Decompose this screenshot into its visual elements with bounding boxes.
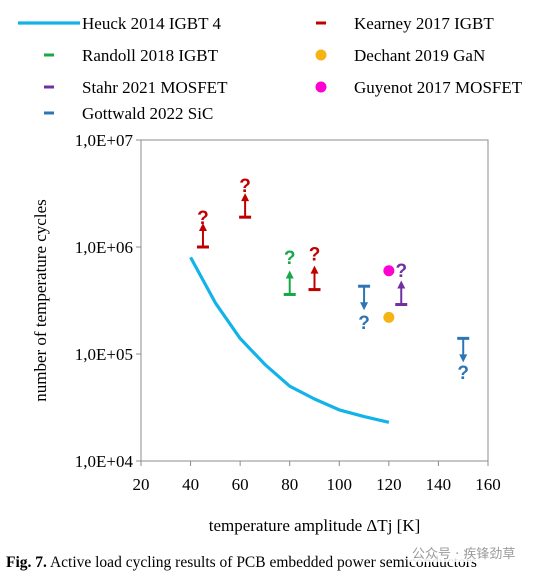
x-tick-label: 140 (426, 475, 452, 494)
data-point (308, 265, 321, 292)
legend-item: Dechant 2019 GaN (315, 46, 485, 65)
y-tick-label: 1,0E+05 (75, 345, 133, 364)
legend-item: Gottwald 2022 SiC (44, 104, 213, 123)
x-tick-label: 60 (232, 475, 249, 494)
x-tick-label: 20 (133, 475, 150, 494)
legend: Heuck 2014 IGBT 4 Kearney 2017 IGBT Randol… (18, 14, 523, 123)
x-tick-label: 120 (376, 475, 402, 494)
series-kearney-2017-igbt (196, 193, 321, 292)
data-point (383, 311, 395, 323)
x-axis-title: temperature amplitude ΔTj [K] (209, 516, 421, 535)
series-dechant-2019-gan (383, 311, 395, 323)
bound-arrow-head (198, 223, 207, 231)
legend-swatch (315, 49, 327, 61)
legend-label: Heuck 2014 IGBT 4 (82, 14, 221, 33)
figure-caption-label: Fig. 7. (6, 554, 47, 571)
legend-item: Kearney 2017 IGBT (316, 14, 494, 33)
legend-item: Heuck 2014 IGBT 4 (18, 14, 221, 33)
y-tick-label: 1,0E+06 (75, 238, 133, 257)
x-tick-label: 80 (281, 475, 298, 494)
data-point (239, 193, 252, 219)
bound-arrow-head (241, 193, 250, 202)
legend-label: Dechant 2019 GaN (354, 46, 485, 65)
figure-caption-text: Active load cycling results of PCB embed… (49, 554, 477, 571)
x-tick-label: 160 (475, 475, 501, 494)
annotation-question-mark: ? (395, 261, 407, 282)
bound-arrow-head (360, 302, 369, 311)
series-line (189, 256, 390, 424)
annotation-question-mark: ? (284, 248, 296, 269)
y-tick-label: 1,0E+04 (75, 452, 134, 471)
annotation-layer: ??????? (197, 176, 469, 384)
legend-label: Randoll 2018 IGBT (82, 46, 219, 65)
legend-label: Guyenot 2017 MOSFET (354, 78, 523, 97)
annotation-question-mark: ? (197, 208, 209, 229)
legend-item: Randoll 2018 IGBT (44, 46, 219, 65)
annotation-question-mark: ? (309, 244, 321, 265)
y-tick-label: 1,0E+07 (75, 131, 134, 150)
legend-item: Stahr 2021 MOSFET (44, 78, 228, 97)
legend-label: Kearney 2017 IGBT (354, 14, 494, 33)
data-point (457, 336, 470, 363)
chart: Heuck 2014 IGBT 4 Kearney 2017 IGBT Randol… (18, 14, 523, 535)
data-point (395, 280, 408, 307)
data-point (283, 270, 296, 296)
annotation-question-mark: ? (239, 176, 251, 197)
legend-swatch (315, 81, 327, 93)
annotation-question-mark: ? (358, 313, 370, 334)
plot-frame (140, 139, 489, 462)
annotation-question-mark: ? (457, 363, 469, 384)
x-axis: 20 40 60 80 100 120 140 160 (133, 461, 501, 494)
bound-arrow-head (310, 265, 319, 274)
series-randoll-2018-igbt (283, 270, 296, 296)
series-heuck-2014-igbt-4 (189, 256, 390, 424)
series-gottwald-2022-sic (358, 284, 470, 363)
figure-caption: Fig. 7. Active load cycling results of P… (6, 552, 551, 574)
data-point (383, 265, 395, 277)
bound-arrow-head (397, 280, 406, 289)
bound-arrow-head (285, 270, 294, 279)
bound-arrow-head (459, 354, 468, 363)
series-stahr-2021-mosfet (395, 280, 408, 307)
legend-item: Guyenot 2017 MOSFET (315, 78, 523, 97)
data-point (358, 284, 371, 311)
legend-label: Gottwald 2022 SiC (82, 104, 213, 123)
y-axis: 1,0E+04 1,0E+05 1,0E+06 1,0E+07 (75, 131, 141, 471)
x-tick-label: 100 (327, 475, 353, 494)
watermark: 公众号 · 疾锋劲草 (410, 543, 518, 562)
data-point (196, 223, 209, 249)
series-guyenot-2017-mosfet (383, 265, 395, 277)
legend-label: Stahr 2021 MOSFET (82, 78, 228, 97)
y-axis-title: number of temperature cycles (31, 199, 50, 402)
series-layer (189, 193, 470, 424)
x-tick-label: 40 (182, 475, 199, 494)
